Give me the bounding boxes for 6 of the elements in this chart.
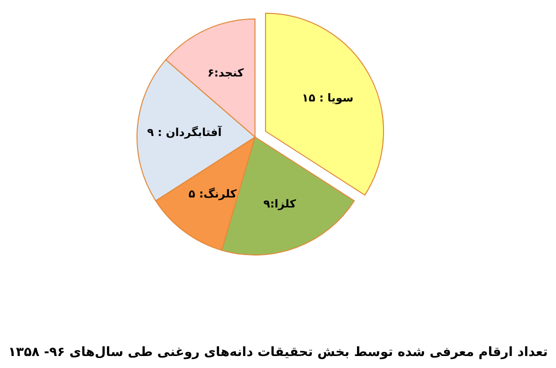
- text: تعداد ارقام معرفی شده توسط بخش تحقیقات دانه‌های روغنی طی سال‌های ۹۶- ۱۳۵۸: [8, 345, 548, 360]
- slice-label: کنجد:۶: [207, 66, 244, 80]
- slice-label: کلرنگ: ۵: [188, 188, 238, 201]
- slice-label: آفتابگردان : ۹: [147, 124, 222, 139]
- slice-label: کلزا:۹: [263, 197, 297, 210]
- slice-label: سویا : ۱۵: [302, 91, 354, 104]
